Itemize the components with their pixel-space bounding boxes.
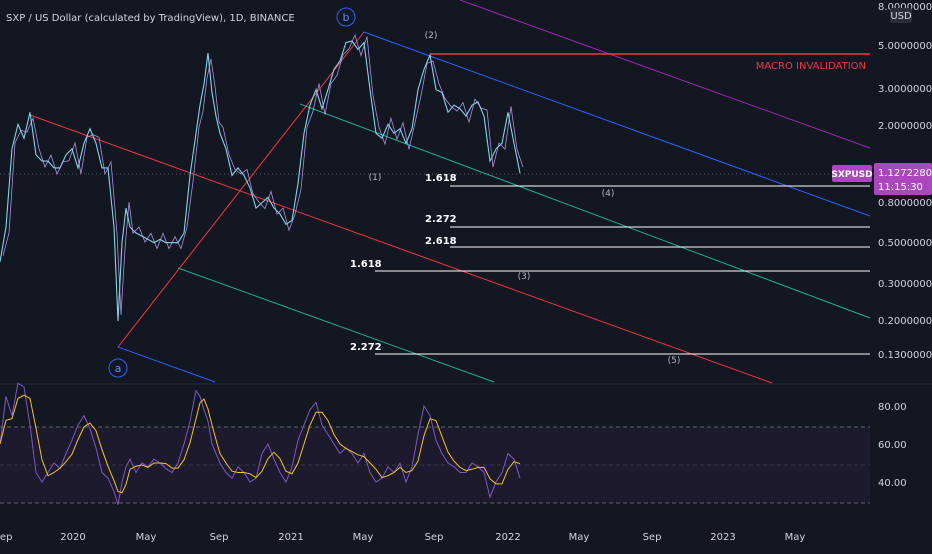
rsi-ma-line: [0, 394, 521, 494]
x-tick-sep-2019: Sep: [0, 532, 12, 543]
macro-invalidation-label: MACRO INVALIDATION: [756, 61, 866, 72]
y-tick-0-13: 0.13000000: [878, 350, 932, 361]
symbol-tag: [832, 165, 872, 182]
rsi-tick-40: 40.00: [878, 478, 907, 489]
fib-label-2618: 2.618: [425, 236, 457, 247]
rsi-tick-80: 80.00: [878, 402, 907, 413]
x-tick-may-2020: May: [136, 532, 157, 543]
last-price-badge: [874, 163, 932, 195]
red-ab-line: [117, 31, 365, 348]
rsi-line: [0, 382, 521, 505]
chart-title: SXP / US Dollar (calculated by TradingVi…: [6, 13, 295, 24]
wave-5-label: (5): [668, 356, 681, 366]
green-channel-lower: [177, 267, 495, 383]
x-tick-sep-2020: Sep: [210, 532, 229, 543]
fib-label-1618-a: 1.618: [425, 173, 457, 184]
wave-b-circle: [336, 7, 356, 27]
x-tick-sep-2021: Sep: [425, 532, 444, 543]
x-tick-may-2023: May: [785, 532, 806, 543]
blue-channel-lower: [117, 346, 216, 383]
currency-label: USD: [890, 11, 912, 22]
x-tick-2023: 2023: [710, 532, 735, 543]
symbol-label: SXPUSD: [831, 170, 872, 180]
x-tick-2022: 2022: [495, 532, 520, 543]
rsi-tick-60: 60.00: [878, 440, 907, 451]
price-series-line: [0, 40, 521, 322]
wave-1-label: (1): [369, 173, 382, 183]
wave-a-circle: [108, 358, 128, 378]
countdown-value: 11:15:30: [878, 182, 923, 193]
x-tick-2021: 2021: [278, 532, 303, 543]
purple-channel: [459, 0, 871, 149]
red-channel-upper: [29, 114, 773, 384]
fib-label-2272-b: 2.272: [350, 342, 382, 353]
x-tick-may-2021: May: [353, 532, 374, 543]
last-price-value: 1.12722808: [878, 168, 932, 179]
wave-2-label: (2): [425, 31, 438, 41]
wave-4-label: (4): [602, 189, 615, 199]
fib-label-2272-a: 2.272: [425, 214, 457, 225]
wave-3-label: (3): [518, 272, 531, 282]
green-channel-upper: [299, 103, 871, 319]
x-tick-may-2022: May: [569, 532, 590, 543]
x-tick-2020: 2020: [60, 532, 85, 543]
wave-b-label: b: [343, 11, 350, 24]
wave-a-label: a: [115, 362, 122, 375]
x-tick-sep-2022: Sep: [643, 532, 662, 543]
currency-badge: [890, 8, 912, 23]
fib-label-1618-b: 1.618: [350, 259, 382, 270]
blue-channel-upper: [363, 31, 871, 217]
price-series-overlay: [2, 33, 524, 316]
